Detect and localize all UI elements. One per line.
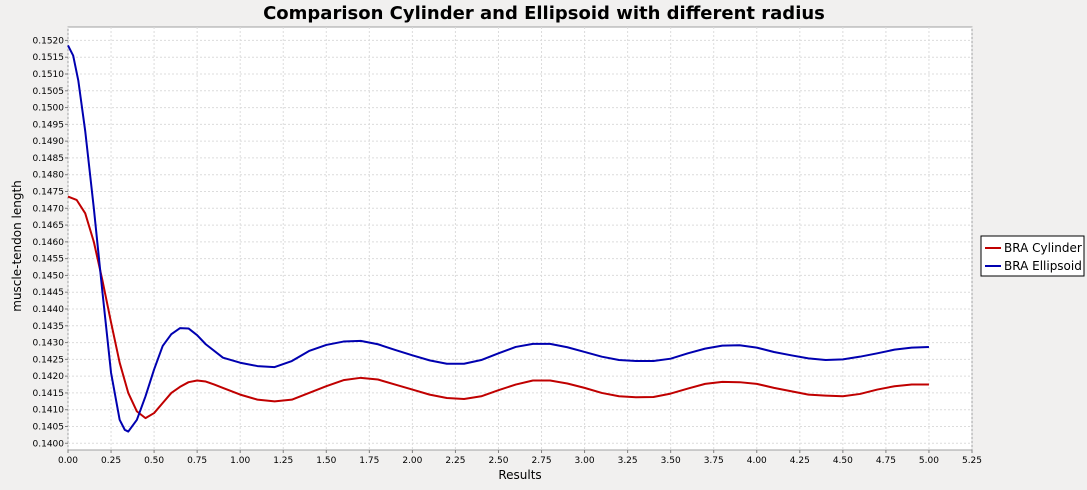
- y-tick-label: 0.1465: [33, 221, 65, 231]
- x-tick-label: 0.25: [101, 456, 121, 466]
- series-line-bra-ellipsoid: [67, 45, 929, 433]
- plot-area: [67, 26, 973, 451]
- legend-label: BRA Ellipsoid: [1004, 259, 1082, 273]
- y-tick-label: 0.1425: [33, 355, 65, 365]
- y-tick-label: 0.1455: [33, 255, 65, 265]
- x-tick-label: 3.50: [661, 456, 681, 466]
- y-tick-label: 0.1520: [33, 36, 65, 46]
- y-axis-label: muscle-tendon length: [10, 180, 24, 312]
- y-tick-label: 0.1515: [33, 53, 65, 63]
- y-tick-label: 0.1500: [33, 104, 65, 114]
- x-tick-label: 4.50: [833, 456, 853, 466]
- y-tick-label: 0.1460: [33, 238, 65, 248]
- y-tick-label: 0.1480: [33, 171, 65, 181]
- x-tick-label: 1.00: [230, 456, 250, 466]
- y-tick-label: 0.1430: [33, 339, 65, 349]
- y-tick-label: 0.1495: [33, 120, 65, 130]
- legend-box: [980, 235, 1085, 277]
- x-tick-label: 3.00: [575, 456, 595, 466]
- y-tick-label: 0.1510: [33, 70, 65, 80]
- y-tick-label: 0.1505: [33, 87, 65, 97]
- y-tick-label: 0.1440: [33, 305, 65, 315]
- x-tick-label: 5.00: [919, 456, 939, 466]
- y-tick-label: 0.1420: [33, 372, 65, 382]
- series-line-bra-cylinder: [67, 195, 929, 420]
- y-axis: 0.1400 0.1405 0.1410 0.1415 0.1420 0.1425 0.14…: [33, 36, 68, 449]
- x-tick-label: 4.75: [876, 456, 896, 466]
- legend-label: BRA Cylinder: [1004, 241, 1082, 255]
- x-tick-label: 3.25: [618, 456, 638, 466]
- legend: BRA Cylinder BRA Ellipsoid: [980, 235, 1085, 277]
- y-tick-label: 0.1475: [33, 188, 65, 198]
- x-tick-label: 1.25: [273, 456, 293, 466]
- y-tick-label: 0.1415: [33, 389, 65, 399]
- y-tick-label: 0.1410: [33, 406, 65, 416]
- x-tick-label: 0.50: [144, 456, 164, 466]
- x-tick-label: 2.00: [402, 456, 422, 466]
- y-tick-label: 0.1445: [33, 288, 65, 298]
- y-tick-label: 0.1405: [33, 423, 65, 433]
- x-tick-label: 0.75: [187, 456, 207, 466]
- x-tick-label: 5.25: [962, 456, 982, 466]
- x-tick-label: 2.25: [445, 456, 465, 466]
- x-tick-label: 0.00: [58, 456, 78, 466]
- x-tick-label: 3.75: [704, 456, 724, 466]
- series-group: [67, 45, 929, 433]
- x-tick-label: 4.00: [747, 456, 767, 466]
- y-tick-label: 0.1450: [33, 271, 65, 281]
- x-axis: 0.00 0.25 0.50 0.75 1.00 1.25 1.50 1.75 2.00 2.25…: [58, 450, 982, 466]
- y-tick-label: 0.1400: [33, 439, 65, 449]
- x-axis-label: Results: [498, 468, 541, 482]
- x-tick-label: 2.50: [488, 456, 508, 466]
- x-tick-label: 1.75: [359, 456, 379, 466]
- x-tick-label: 4.25: [790, 456, 810, 466]
- x-tick-label: 1.50: [316, 456, 336, 466]
- y-tick-label: 0.1485: [33, 154, 65, 164]
- chart-title: Comparison Cylinder and Ellipsoid with d…: [263, 3, 825, 24]
- x-tick-label: 2.75: [532, 456, 552, 466]
- y-tick-label: 0.1435: [33, 322, 65, 332]
- y-tick-label: 0.1490: [33, 137, 65, 147]
- y-tick-label: 0.1470: [33, 204, 65, 214]
